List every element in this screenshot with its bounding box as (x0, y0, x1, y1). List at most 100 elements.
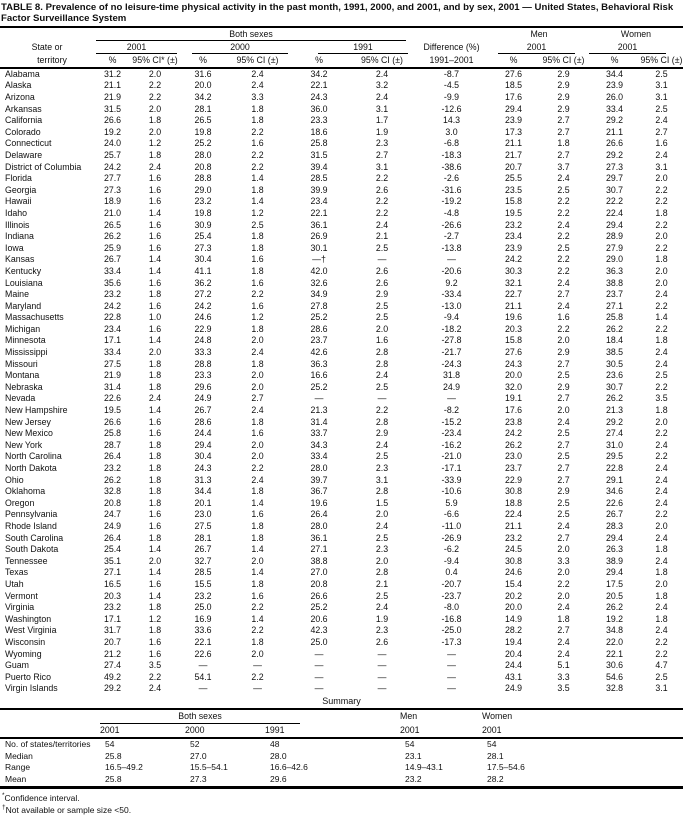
pct-column-header: % (589, 53, 640, 69)
cell-value: 49.2 (103, 671, 122, 682)
asterisk-marker: * (2, 792, 5, 800)
cell-value: 2.4 (251, 68, 264, 79)
cell-value: 2.4 (375, 219, 389, 230)
ci-column-header: 95% CI (±) (640, 53, 683, 69)
state-name: Iowa (5, 242, 24, 253)
cell-value: -13.0 (441, 300, 462, 311)
cell-value: 23.7 (504, 463, 523, 473)
table-row: Alaska 21.1 2.2 20.0 2.4 22.1 3.2 -4.5 18.5 2.9 23… (0, 80, 683, 92)
cell-value: 1.9 (375, 126, 389, 137)
cell-value: 24.2 (194, 300, 212, 311)
cell-value: 1.8 (251, 265, 264, 276)
cell-value: 2.5 (375, 451, 389, 462)
summary-section-label: Summary (322, 695, 361, 706)
cell-value: — (314, 393, 324, 404)
cell-value: 2.2 (251, 289, 264, 300)
cell-value: 2.0 (375, 555, 389, 566)
cell-value: 2.5 (655, 671, 668, 682)
cell-value: 2.4 (557, 648, 570, 659)
year-header-2001: 2001 (94, 41, 179, 54)
cell-value: 2.2 (557, 323, 570, 334)
cell-value: 1.6 (148, 277, 162, 288)
cell-value: — (314, 648, 324, 659)
cell-value: 26.7 (605, 509, 624, 520)
cell-value: 25.0 (310, 636, 328, 647)
summary-stat-value: 25.8 (105, 774, 122, 785)
cell-value: 24.6 (194, 312, 212, 323)
cell-value: 2.2 (148, 671, 162, 682)
cell-value: 17.6 (504, 405, 523, 416)
cell-value: 17.3 (504, 126, 523, 137)
table-row: Alabama 31.2 2.0 31.6 2.4 34.2 2.4 -8.7 27.6 2.9 3… (0, 68, 683, 81)
cell-value: 26.6 (310, 590, 328, 601)
cell-value: 22.6 (605, 497, 624, 508)
cell-value: -11.0 (441, 520, 462, 531)
state-name: New Hampshire (5, 405, 68, 416)
table-row: Iowa 25.9 1.6 27.3 1.8 30.1 2.5 -13.8 23.9 2.5 27.… (0, 243, 683, 255)
cell-value: 3.5 (148, 660, 162, 671)
cell-value: 24.4 (194, 428, 212, 439)
cell-value: 2.4 (655, 463, 668, 473)
cell-value: 30.8 (504, 555, 523, 566)
cell-value: 20.5 (605, 590, 624, 601)
cell-value: 2.7 (557, 393, 570, 404)
cell-value: -23.7 (441, 590, 462, 601)
cell-value: 2.0 (375, 509, 389, 520)
table-row: Utah 16.5 1.6 15.5 1.8 20.8 2.1 -20.7 15.4 2.2 17.… (0, 579, 683, 591)
cell-value: 3.1 (655, 92, 668, 102)
cell-value: -18.3 (441, 149, 462, 160)
cell-value: 23.2 (103, 463, 122, 473)
cell-value: 2.4 (375, 92, 389, 102)
pct-column-header: % (94, 53, 131, 69)
cell-value: -9.9 (443, 92, 460, 102)
cell-value: 26.4 (103, 532, 122, 543)
cell-value: 27.6 (504, 347, 523, 358)
cell-value: 24.9 (504, 683, 523, 694)
summary-stat-value: 54 (405, 738, 415, 749)
cell-value: 2.6 (375, 265, 389, 276)
table-row: Oregon 20.8 1.8 20.1 1.4 19.6 1.5 5.9 18.8 2.5 22.… (0, 498, 683, 510)
cell-value: 2.4 (655, 149, 668, 160)
cell-value: 15.8 (504, 335, 523, 346)
cell-value: 27.1 (310, 544, 328, 555)
cell-value: 2.4 (557, 300, 570, 311)
cell-value: 33.4 (310, 451, 328, 462)
divider (0, 707, 683, 710)
cell-value: 24.5 (504, 544, 523, 555)
cell-value: 35.1 (103, 555, 122, 566)
cell-value: 24.6 (504, 567, 523, 578)
cell-value: 20.7 (504, 161, 523, 172)
cell-value: 19.4 (504, 636, 523, 647)
cell-value: 3.1 (375, 474, 389, 485)
table-row: Oklahoma 32.8 1.8 34.4 1.8 36.7 2.8 -10.6 30.8 2.… (0, 486, 683, 498)
cell-value: 2.4 (655, 115, 668, 126)
pct-column-header: % (179, 53, 227, 69)
cell-value: 28.0 (310, 520, 328, 531)
cell-value: 24.7 (103, 509, 122, 520)
cell-value: 36.1 (310, 219, 328, 230)
cell-value: 1.8 (148, 532, 162, 543)
summary-year-women: 2001 (482, 723, 683, 739)
cell-value: 22.1 (310, 80, 328, 91)
cell-value: 1.0 (148, 312, 162, 323)
summary-stat-value: 54 (487, 738, 497, 749)
cell-value: 2.4 (251, 405, 264, 416)
table-row: Arkansas 31.5 2.0 28.1 1.8 36.0 3.1 -12.6 29.4 2.… (0, 104, 683, 116)
year-header-1991: 1991 (288, 41, 414, 54)
cell-value: — (377, 648, 387, 659)
cell-value: -4.8 (443, 207, 460, 218)
group-header-men: Men (530, 29, 548, 40)
table-row: Illinois 26.5 1.6 30.9 2.5 36.1 2.4 -26.6 23.2 2.… (0, 220, 683, 232)
cell-value: 1.4 (251, 567, 264, 578)
cell-value: — (447, 660, 456, 671)
cell-value: 2.0 (655, 231, 668, 242)
cell-value: 34.3 (310, 439, 328, 450)
table-row: New Mexico 25.8 1.6 24.4 1.6 33.7 2.9 -23.4 24.2… (0, 428, 683, 440)
cell-value: 41.1 (194, 265, 212, 276)
cell-value: 26.4 (310, 509, 328, 520)
table-row: Rhode Island 24.9 1.6 27.5 1.8 28.0 2.4 -11.0 21… (0, 521, 683, 533)
cell-value: 22.8 (605, 463, 624, 473)
cell-value: 28.2 (504, 625, 523, 636)
cell-value: 17.6 (504, 92, 523, 102)
cell-value: 33.4 (605, 103, 624, 114)
